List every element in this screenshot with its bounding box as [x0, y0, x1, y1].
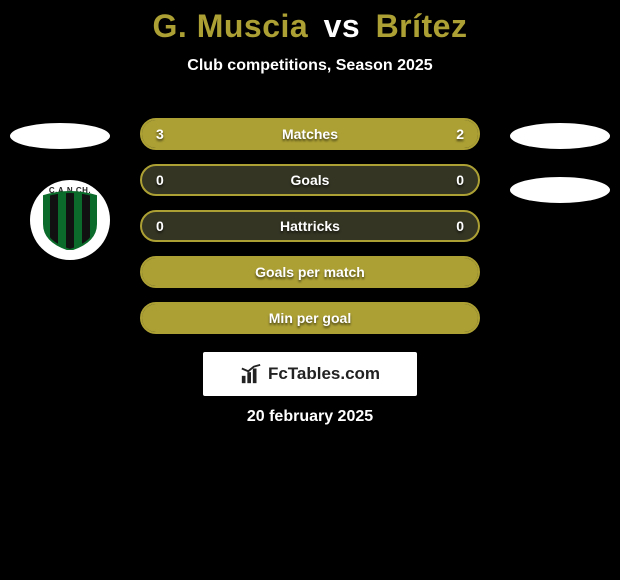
crest-shield [42, 190, 98, 250]
stats-container: 32Matches 00Goals 00Hattricks Goals per mat… [140, 118, 480, 348]
date-label: 20 february 2025 [0, 408, 620, 426]
subtitle: Club competitions, Season 2025 [0, 57, 620, 75]
stat-row: 00Goals [140, 164, 480, 196]
stat-label: Goals per match [142, 264, 478, 280]
bar-chart-icon [240, 363, 262, 385]
player-left-club-crest: C.A.N.CH. [30, 180, 110, 260]
player-left-avatar-placeholder [10, 123, 110, 149]
stat-label: Min per goal [142, 310, 478, 326]
player-right-avatar-placeholder [510, 123, 610, 149]
infographic-root: G. Muscia vs Brítez Club competitions, S… [0, 0, 620, 580]
stat-row: Goals per match [140, 256, 480, 288]
stat-row: 32Matches [140, 118, 480, 150]
brand-text: FcTables.com [268, 364, 380, 384]
vs-label: vs [318, 8, 367, 44]
player-left-name: G. Muscia [153, 8, 309, 44]
player-right-club-placeholder [510, 177, 610, 203]
stat-row: 00Hattricks [140, 210, 480, 242]
page-title: G. Muscia vs Brítez [0, 0, 620, 45]
brand-box[interactable]: FcTables.com [203, 352, 417, 396]
stat-row: Min per goal [140, 302, 480, 334]
player-right-name: Brítez [376, 8, 468, 44]
stat-label: Matches [142, 126, 478, 142]
shield-icon [42, 190, 98, 250]
stat-label: Hattricks [142, 218, 478, 234]
stat-label: Goals [142, 172, 478, 188]
